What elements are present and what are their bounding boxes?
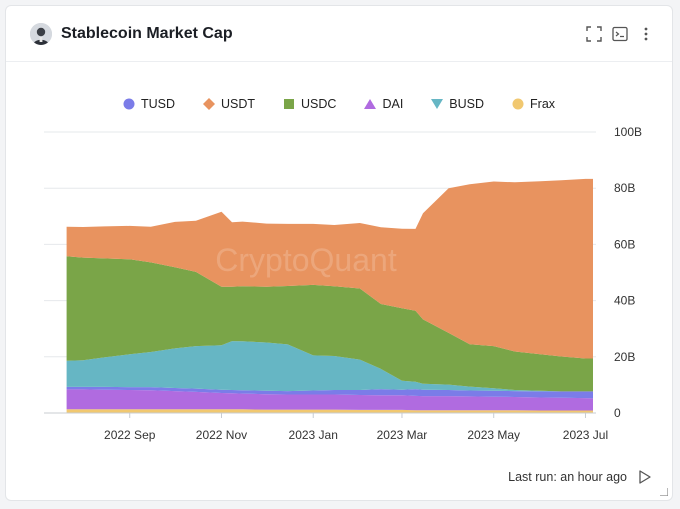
legend-label: TUSD	[140, 97, 175, 111]
x-tick-label: 2023 Jul	[563, 428, 608, 442]
expand-icon[interactable]	[585, 25, 603, 43]
legend-marker-frax	[512, 98, 524, 110]
legend-item-usdc[interactable]: USDC	[283, 94, 336, 114]
resize-handle-icon[interactable]	[660, 488, 668, 496]
area-series-dai[interactable]	[66, 389, 594, 411]
y-tick-label: 60B	[614, 237, 635, 251]
watermark-text: CryptoQuant	[215, 242, 397, 278]
legend-marker-usdc	[284, 99, 295, 109]
y-tick-label: 80B	[614, 181, 635, 195]
area-series-usdc[interactable]	[66, 256, 594, 392]
legend-label: USDC	[301, 97, 337, 111]
legend-marker-usdt	[203, 98, 215, 110]
y-tick-label: 100B	[614, 125, 642, 139]
area-series-tusd[interactable]	[66, 386, 594, 399]
avatar[interactable]	[30, 23, 52, 45]
legend-label: Frax	[530, 97, 556, 111]
x-tick-label: 2022 Nov	[196, 428, 247, 442]
legend-item-busd[interactable]: BUSD	[431, 94, 484, 114]
legend-item-usdt[interactable]: USDT	[203, 94, 255, 114]
chart-title: Stablecoin Market Cap	[61, 25, 233, 42]
legend-item-dai[interactable]: DAI	[364, 94, 403, 114]
area-series-usdt[interactable]	[66, 178, 594, 359]
chart-legend: TUSD USDT USDC DAI BUSD Frax	[6, 94, 672, 114]
more-vertical-icon[interactable]	[637, 25, 655, 43]
x-tick-label: 2023 May	[467, 428, 520, 442]
x-tick-label: 2023 Mar	[377, 428, 428, 442]
legend-label: BUSD	[449, 97, 485, 111]
y-tick-label: 20B	[614, 350, 635, 364]
area-series-busd[interactable]	[66, 341, 594, 392]
y-tick-label: 0	[614, 406, 621, 420]
legend-marker-tusd	[123, 98, 135, 110]
legend-item-frax[interactable]: Frax	[512, 94, 555, 114]
legend-label: DAI	[382, 97, 404, 111]
y-tick-label: 40B	[614, 294, 635, 308]
last-run-text: Last run: an hour ago	[508, 470, 627, 484]
legend-marker-busd	[431, 99, 444, 109]
user-avatar-icon	[30, 23, 52, 45]
legend-marker-dai	[364, 99, 377, 109]
area-series-frax[interactable]	[66, 409, 594, 413]
x-tick-label: 2023 Jan	[289, 428, 338, 442]
stacked-area-chart: CryptoQuant 0 20B 40B 60B 80B 100B 2022 Sep 202…	[44, 125, 642, 442]
x-tick-label: 2022 Sep	[104, 428, 156, 442]
chart-card: Stablecoin Market Cap TUSD USDT USDC DAI BUS…	[5, 5, 673, 501]
legend-label: USDT	[221, 97, 256, 111]
legend-item-tusd[interactable]: TUSD	[123, 94, 175, 114]
card-header: Stablecoin Market Cap	[6, 6, 672, 62]
play-icon[interactable]	[638, 469, 652, 485]
terminal-icon[interactable]	[611, 25, 629, 43]
